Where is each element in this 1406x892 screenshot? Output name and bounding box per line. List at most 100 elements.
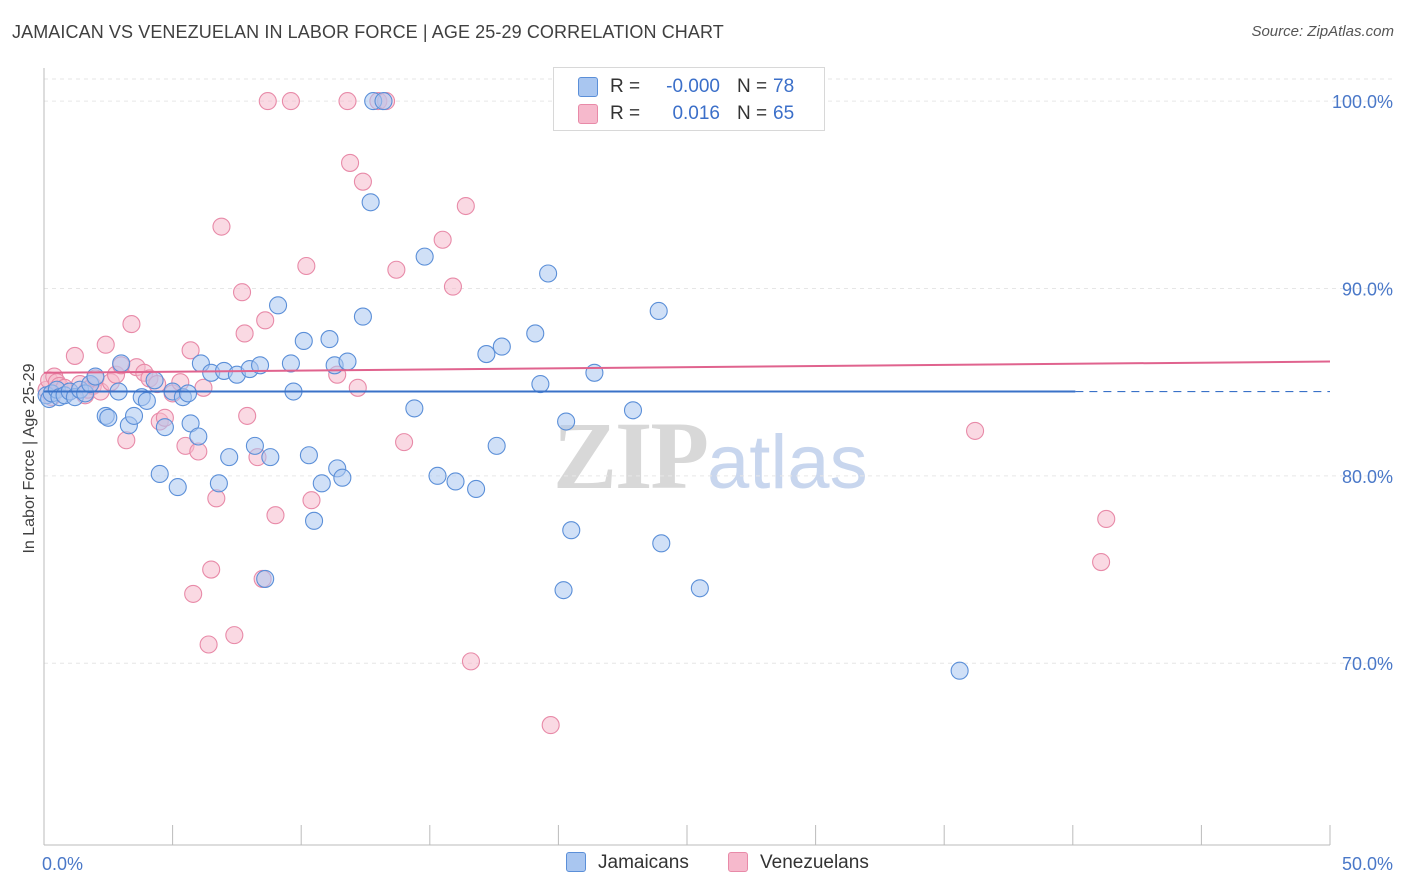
point-jamaicans[interactable] bbox=[526, 324, 545, 343]
point-venezuelans[interactable] bbox=[541, 716, 560, 735]
point-jamaicans[interactable] bbox=[950, 661, 969, 680]
point-venezuelans[interactable] bbox=[225, 626, 244, 645]
point-venezuelans[interactable] bbox=[266, 506, 285, 525]
point-venezuelans[interactable] bbox=[1097, 509, 1116, 529]
point-jamaicans[interactable] bbox=[150, 464, 169, 484]
point-jamaicans[interactable] bbox=[112, 354, 131, 373]
point-jamaicans[interactable] bbox=[281, 354, 300, 373]
point-jamaicans[interactable] bbox=[531, 374, 550, 394]
point-venezuelans[interactable] bbox=[202, 560, 221, 579]
point-venezuelans[interactable] bbox=[212, 217, 231, 236]
point-jamaicans[interactable] bbox=[467, 479, 486, 499]
point-venezuelans[interactable] bbox=[184, 584, 203, 603]
point-jamaicans[interactable] bbox=[86, 367, 105, 386]
point-venezuelans[interactable] bbox=[1092, 553, 1111, 572]
point-jamaicans[interactable] bbox=[649, 301, 668, 321]
point-jamaicans[interactable] bbox=[220, 448, 239, 467]
point-venezuelans[interactable] bbox=[966, 421, 985, 440]
point-venezuelans[interactable] bbox=[395, 433, 414, 452]
point-jamaicans[interactable] bbox=[554, 581, 573, 600]
point-jamaicans[interactable] bbox=[269, 296, 288, 315]
point-venezuelans[interactable] bbox=[65, 346, 84, 365]
point-jamaicans[interactable] bbox=[245, 436, 264, 455]
point-venezuelans[interactable] bbox=[96, 335, 115, 354]
point-venezuelans[interactable] bbox=[302, 491, 321, 510]
watermark-atlas: atlas bbox=[707, 420, 868, 505]
point-jamaicans[interactable] bbox=[652, 534, 671, 553]
point-jamaicans[interactable] bbox=[492, 337, 511, 356]
point-venezuelans[interactable] bbox=[341, 153, 360, 172]
point-jamaicans[interactable] bbox=[623, 401, 643, 420]
point-venezuelans[interactable] bbox=[207, 489, 226, 508]
legend-swatch-venezuelans bbox=[578, 104, 598, 124]
point-venezuelans[interactable] bbox=[117, 431, 136, 450]
point-venezuelans[interactable] bbox=[232, 283, 252, 302]
point-venezuelans[interactable] bbox=[281, 92, 300, 111]
point-venezuelans[interactable] bbox=[235, 324, 254, 343]
point-jamaicans[interactable] bbox=[320, 330, 339, 349]
legend-r-value: -0.000 bbox=[666, 76, 720, 97]
point-jamaicans[interactable] bbox=[178, 384, 198, 403]
point-venezuelans[interactable] bbox=[353, 172, 372, 191]
point-jamaicans[interactable] bbox=[585, 363, 604, 382]
point-jamaicans[interactable] bbox=[333, 468, 352, 487]
bottom-legend-label: Jamaicans bbox=[598, 852, 689, 873]
point-jamaicans[interactable] bbox=[312, 474, 331, 493]
point-jamaicans[interactable] bbox=[155, 418, 174, 437]
axes bbox=[43, 68, 1331, 846]
y-tick-label: 70.0% bbox=[1342, 654, 1393, 674]
point-venezuelans[interactable] bbox=[433, 230, 452, 249]
point-jamaicans[interactable] bbox=[256, 569, 275, 588]
point-jamaicans[interactable] bbox=[557, 412, 576, 431]
point-venezuelans[interactable] bbox=[199, 635, 218, 654]
point-venezuelans[interactable] bbox=[456, 196, 475, 216]
point-venezuelans[interactable] bbox=[338, 92, 357, 111]
point-jamaicans[interactable] bbox=[145, 371, 164, 390]
point-jamaicans[interactable] bbox=[361, 193, 380, 212]
point-jamaicans[interactable] bbox=[261, 448, 280, 467]
point-jamaicans[interactable] bbox=[428, 466, 447, 485]
trend-line-venezuelans bbox=[43, 360, 1331, 374]
point-jamaicans[interactable] bbox=[487, 436, 506, 455]
point-jamaicans[interactable] bbox=[305, 511, 324, 530]
point-venezuelans[interactable] bbox=[443, 277, 462, 296]
point-jamaicans[interactable] bbox=[374, 92, 393, 111]
point-venezuelans[interactable] bbox=[297, 256, 316, 276]
point-jamaicans[interactable] bbox=[294, 331, 313, 350]
point-jamaicans[interactable] bbox=[539, 264, 558, 283]
point-venezuelans[interactable] bbox=[348, 378, 367, 397]
point-venezuelans[interactable] bbox=[387, 260, 406, 279]
point-jamaicans[interactable] bbox=[189, 427, 208, 446]
point-jamaicans[interactable] bbox=[562, 521, 581, 540]
point-jamaicans[interactable] bbox=[415, 247, 434, 266]
point-venezuelans[interactable] bbox=[122, 315, 141, 334]
legend-r-value: 0.016 bbox=[672, 103, 720, 124]
point-jamaicans[interactable] bbox=[209, 474, 228, 493]
y-tick-label: 80.0% bbox=[1342, 467, 1393, 487]
point-jamaicans[interactable] bbox=[446, 472, 465, 491]
legend-n-value: 65 bbox=[773, 103, 795, 124]
point-venezuelans[interactable] bbox=[258, 92, 277, 111]
point-jamaicans[interactable] bbox=[168, 478, 187, 497]
point-venezuelans[interactable] bbox=[238, 406, 257, 425]
point-jamaicans[interactable] bbox=[338, 352, 357, 371]
point-venezuelans[interactable] bbox=[256, 311, 275, 330]
point-venezuelans[interactable] bbox=[181, 341, 200, 360]
point-venezuelans[interactable] bbox=[194, 378, 213, 397]
point-venezuelans[interactable] bbox=[461, 652, 481, 671]
bottom-legend-label: Venezuelans bbox=[760, 852, 869, 873]
x-tick-label: 50.0% bbox=[1342, 854, 1393, 874]
point-jamaicans[interactable] bbox=[137, 391, 156, 410]
point-jamaicans[interactable] bbox=[250, 356, 270, 375]
point-jamaicans[interactable] bbox=[299, 446, 318, 465]
point-jamaicans[interactable] bbox=[99, 408, 118, 427]
correlation-legend: R = -0.000 N = 78 R = 0.016 N = 65 bbox=[553, 67, 825, 131]
point-jamaicans[interactable] bbox=[124, 406, 144, 425]
legend-n-label: N = bbox=[737, 103, 768, 124]
point-jamaicans[interactable] bbox=[405, 399, 424, 418]
point-jamaicans[interactable] bbox=[690, 579, 709, 598]
source-label: Source: ZipAtlas.com bbox=[1251, 23, 1394, 40]
point-jamaicans[interactable] bbox=[353, 307, 372, 326]
point-jamaicans[interactable] bbox=[477, 345, 496, 364]
bottom-legend-swatch-jamaicans bbox=[566, 852, 586, 872]
